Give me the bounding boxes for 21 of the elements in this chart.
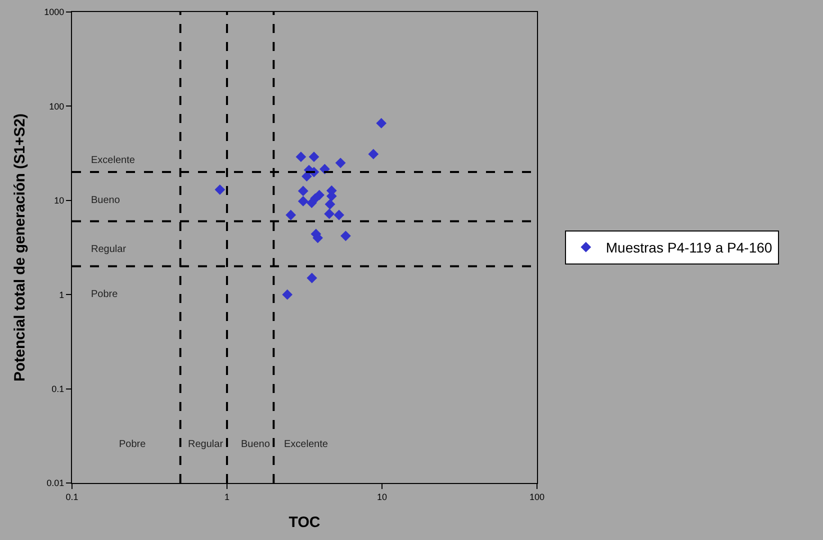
legend-label: Muestras P4-119 a P4-160 bbox=[606, 240, 772, 256]
annotation: Regular bbox=[188, 439, 224, 450]
annotation: Pobre bbox=[119, 439, 146, 450]
annotation: Bueno bbox=[241, 439, 270, 450]
annotation: Excelente bbox=[284, 439, 328, 450]
y-tick-label: 1 bbox=[59, 290, 64, 300]
y-tick-label: 0.1 bbox=[52, 384, 64, 394]
x-axis-title: TOC bbox=[288, 514, 320, 531]
annotation: Bueno bbox=[91, 195, 120, 206]
x-tick-label: 1 bbox=[224, 492, 230, 502]
y-tick-label: 10 bbox=[54, 196, 64, 206]
y-tick-label: 1000 bbox=[44, 7, 64, 18]
y-tick-label: 0.01 bbox=[46, 478, 64, 488]
x-tick-label: 100 bbox=[529, 492, 545, 502]
y-tick-label: 100 bbox=[49, 101, 64, 112]
y-axis-title: Potencial total de generación (S1+S2) bbox=[11, 114, 28, 382]
x-tick-label: 0.1 bbox=[66, 492, 78, 502]
annotation: Excelente bbox=[91, 155, 136, 166]
annotation: Regular bbox=[91, 244, 127, 255]
annotation: Pobre bbox=[91, 289, 118, 300]
x-tick-label: 10 bbox=[376, 492, 388, 502]
